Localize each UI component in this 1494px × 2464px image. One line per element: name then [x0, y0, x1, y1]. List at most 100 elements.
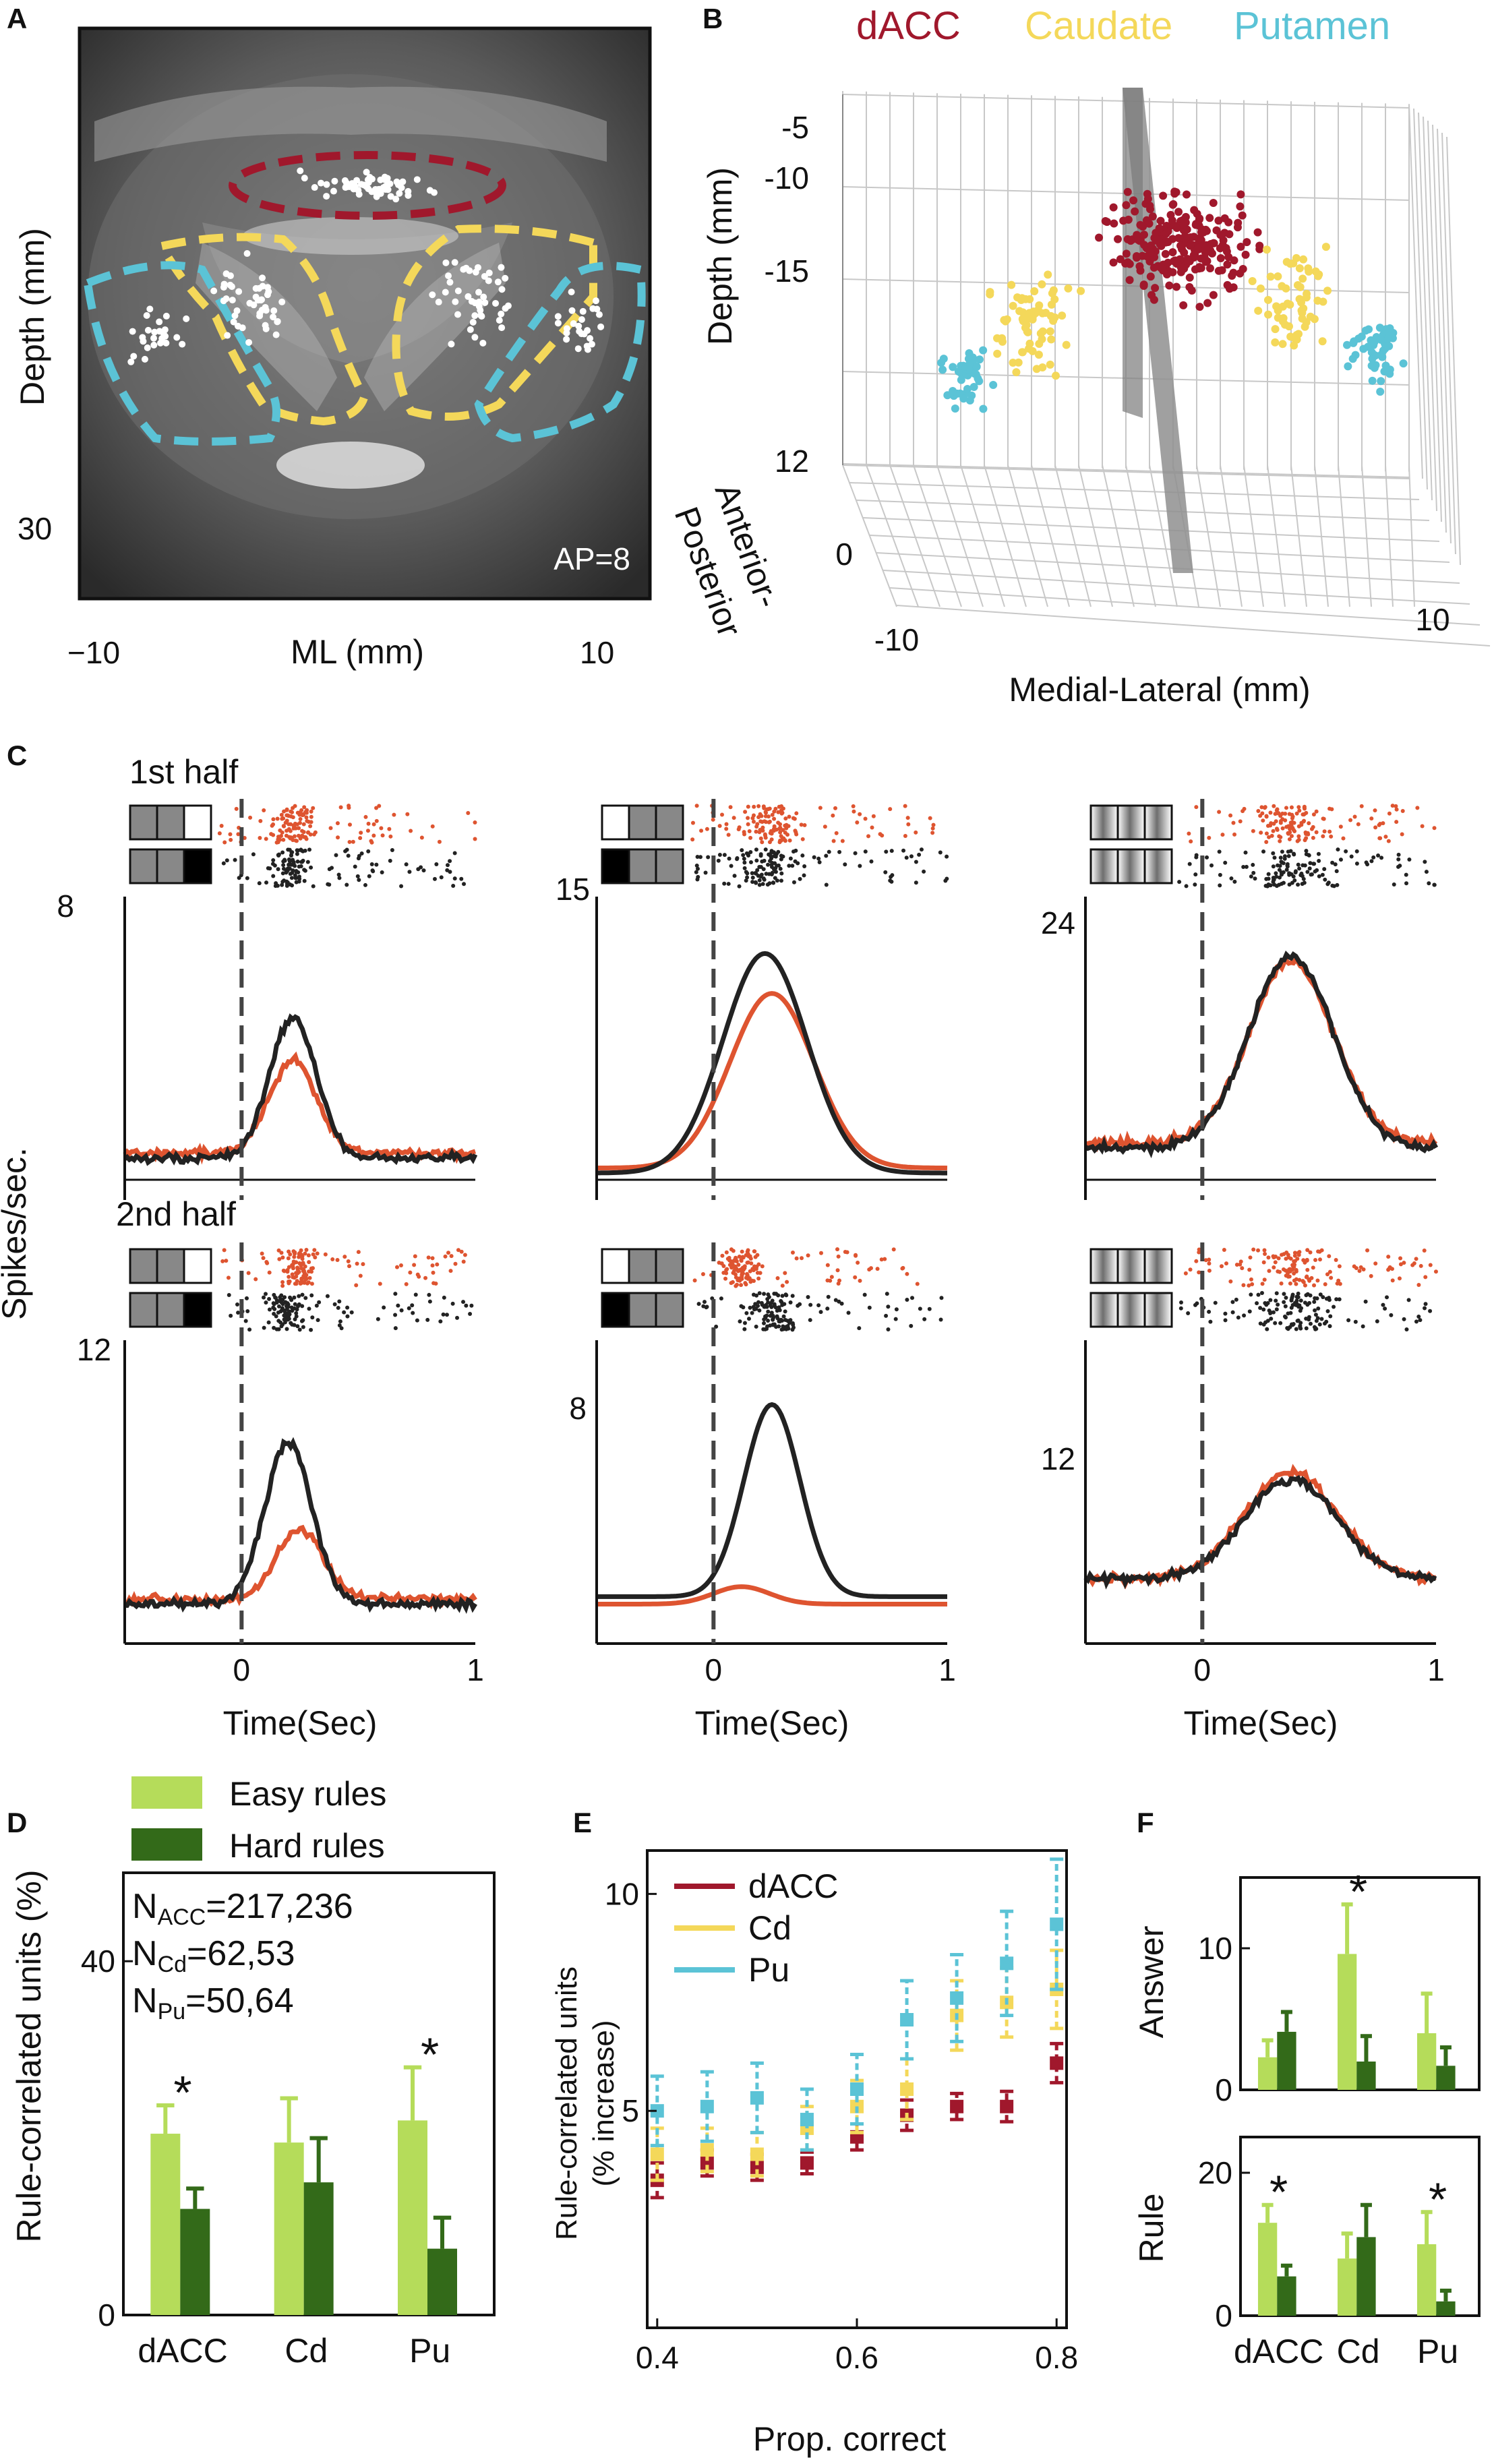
site-dot — [245, 338, 253, 346]
site-dot — [256, 284, 263, 292]
site-dot-3d — [1318, 337, 1327, 346]
legend-easy-swatch — [131, 1776, 202, 1809]
site-dot-3d — [1254, 306, 1263, 315]
site-dot — [475, 303, 483, 310]
region-outlines — [83, 151, 646, 446]
site-dot-3d — [1303, 289, 1311, 298]
site-dot-3d — [1044, 270, 1052, 279]
site-dot — [381, 173, 388, 181]
site-dot — [311, 184, 318, 191]
site-dot-3d — [957, 375, 965, 384]
bar-Cd-easy-rules — [274, 2142, 304, 2315]
site-dot-3d — [1151, 284, 1160, 293]
site-dot-3d — [1385, 365, 1394, 374]
site-dot — [579, 307, 587, 315]
site-dot-3d — [1205, 264, 1214, 272]
site-dot-3d — [1377, 335, 1385, 344]
e-point-Pu — [950, 1991, 964, 2005]
neuron-example-4: 0 1 Time(Sec) — [123, 1242, 484, 1742]
site-dot — [452, 298, 459, 305]
site-dot-3d — [1051, 371, 1060, 380]
site-dot-3d — [1241, 250, 1250, 259]
site-dot-3d — [1377, 377, 1385, 386]
site-dot-3d — [1165, 281, 1174, 290]
stimulus-icon — [1116, 1292, 1146, 1328]
time-axis-label: Time(Sec) — [695, 1704, 849, 1742]
panel-f-bottom-ylabel: Rule — [1133, 2194, 1170, 2263]
site-dot-3d — [1220, 214, 1229, 222]
site-dot-3d — [1013, 293, 1022, 302]
site-dot — [144, 344, 151, 351]
site-dot-3d — [1019, 308, 1027, 317]
stimulus-icon — [601, 848, 630, 884]
bar-Cd-easy-rules — [1337, 1954, 1357, 2090]
site-dot — [220, 297, 227, 305]
neuron-example-6: 0 1 Time(Sec) — [1083, 1242, 1445, 1742]
site-dot-3d — [1012, 368, 1021, 377]
panel-c: C 1st half 2nd half Spikes/sec. 0 1 Time(S… — [0, 740, 1445, 1742]
site-dot — [393, 178, 400, 185]
e-point-Pu — [1050, 1917, 1064, 1931]
site-dot-3d — [1323, 287, 1332, 295]
site-dot — [480, 293, 487, 301]
site-dot-3d — [1139, 231, 1148, 239]
panel-e-plot: 0.4 0.6 0.8 5 10 — [605, 1857, 1078, 2375]
site-dot-3d — [1152, 235, 1161, 243]
site-dot-3d — [959, 394, 968, 403]
site-dot-3d — [1209, 198, 1218, 207]
panel-d-letter: D — [7, 1807, 27, 1838]
site-dot-3d — [1145, 219, 1154, 228]
site-dot-3d — [1349, 338, 1358, 347]
site-dot — [264, 284, 272, 291]
site-dot-3d — [1122, 201, 1131, 210]
site-dot — [475, 289, 483, 296]
panel-f-bars: * 0 10 * dACC Cd * Pu 0 20 — [1198, 1865, 1458, 2370]
ml-tick-left: -10 — [874, 622, 919, 657]
site-dot-3d — [1193, 245, 1202, 253]
site-dot-3d — [1181, 235, 1189, 243]
legend-e-dacc: dACC — [748, 1867, 838, 1905]
bar-Cd-hard-rules — [1356, 2062, 1376, 2090]
site-dot-3d — [1164, 258, 1172, 267]
site-dot — [210, 287, 218, 295]
site-dot — [574, 345, 582, 353]
site-dot-3d — [998, 337, 1007, 346]
site-dot — [259, 274, 266, 282]
site-dot — [498, 264, 505, 271]
time-tick-1: 1 — [1427, 1652, 1445, 1687]
z-tick-5: -5 — [781, 110, 809, 145]
site-dot — [471, 312, 479, 320]
psth-trace — [123, 1051, 477, 1165]
site-dot — [445, 272, 452, 280]
site-dot-3d — [1028, 312, 1037, 321]
e-point-Pu — [750, 2091, 764, 2105]
site-dot-3d — [1383, 335, 1392, 344]
site-dot-3d — [1058, 311, 1067, 320]
site-dot — [592, 297, 599, 305]
site-dot-3d — [1109, 258, 1118, 267]
site-dot — [150, 341, 158, 349]
stimulus-icon — [628, 848, 657, 884]
site-dot-3d — [1385, 342, 1394, 351]
site-dot-3d — [1123, 187, 1132, 196]
site-dot — [330, 187, 337, 195]
site-dot — [471, 334, 479, 341]
legend-caudate: Caudate — [1025, 4, 1172, 48]
category-label-dACC: dACC — [138, 2332, 227, 2370]
site-dot-3d — [1174, 208, 1183, 216]
site-dot-3d — [1295, 264, 1304, 273]
site-dot-3d — [1145, 202, 1154, 210]
significance-star: * — [1429, 2173, 1447, 2225]
panel-d-ylabel: Rule-correlated units (%) — [10, 1870, 48, 2243]
time-tick-0: 0 — [233, 1652, 251, 1687]
site-dot — [144, 326, 152, 334]
site-dot — [127, 358, 135, 365]
y-tick: 10 — [1198, 1931, 1232, 1966]
site-dot-3d — [1271, 338, 1280, 347]
site-dot — [250, 301, 258, 309]
site-dot-3d — [1369, 338, 1378, 347]
site-dot-3d — [979, 346, 988, 355]
site-dot-3d — [1007, 280, 1016, 289]
site-dot — [498, 286, 506, 293]
stimulus-icon — [156, 804, 185, 841]
